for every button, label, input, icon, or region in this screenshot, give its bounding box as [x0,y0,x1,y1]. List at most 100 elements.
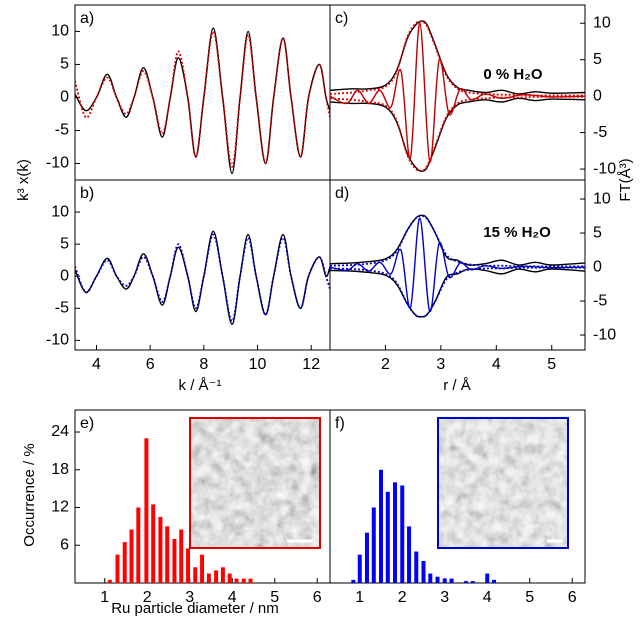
bar [227,573,232,583]
bar [435,576,440,583]
data-line [330,97,585,172]
bar [393,482,398,583]
y-tick-label: 0 [593,87,602,104]
bar [371,507,376,583]
bar [179,529,184,583]
y-tick-label: 6 [60,536,69,553]
bar [241,578,246,583]
y-tick-label: -10 [46,155,69,172]
bar [122,542,127,583]
bar [107,579,112,583]
bar [385,491,390,583]
inset-border [189,417,321,549]
x-tick-label: 5 [270,589,279,606]
x-tick-label: 4 [483,589,492,606]
annotation: 15 % H₂O [483,224,551,241]
bar [351,579,356,583]
y-tick-label: -10 [593,326,616,343]
y-axis-label: FT(Å³) [617,158,634,201]
panel-label: c) [335,10,348,27]
data-line [330,214,585,266]
plot-frame [74,4,331,181]
bar [158,516,163,583]
x-tick-label: 2 [381,356,390,373]
x-axis-label: k / Å⁻¹ [179,377,222,394]
data-line [330,20,585,97]
x-tick-label: 1 [355,589,364,606]
panel-label: a) [80,10,94,27]
bar [407,526,412,583]
plot-frame [329,409,586,584]
x-tick-label: 3 [440,589,449,606]
y-tick-label: 24 [51,423,69,440]
y-tick-label: -5 [55,122,69,139]
y-tick-label: 5 [60,56,69,73]
data-line [75,27,330,175]
x-tick-label: 2 [398,589,407,606]
bar [144,438,149,583]
y-tick-label: 0 [593,258,602,275]
bar [414,551,419,583]
bar [379,469,383,583]
bar [400,485,405,583]
bar [115,554,120,583]
bar [206,573,211,583]
bar [172,538,177,583]
tem-image [190,418,320,548]
x-tick-label: 4 [228,589,237,606]
x-axis-label: Ru particle diameter / nm [111,600,279,617]
bar [200,554,205,583]
bar [151,504,156,583]
y-tick-label: 0 [60,89,69,106]
bar [248,578,253,583]
data-line [330,217,585,312]
bar [442,578,447,583]
data-line [330,268,585,318]
bar [485,573,490,583]
y-tick-label: 5 [593,51,602,68]
x-tick-label: 10 [249,356,267,373]
bar [428,573,433,583]
y-tick-label: 0 [60,267,69,284]
y-tick-label: 5 [60,235,69,252]
bar [449,578,454,583]
data-line [75,30,330,168]
bar [186,548,191,583]
x-tick-label: 4 [492,356,501,373]
y-axis-label: Occurrence / % [21,443,38,546]
x-tick-label: 5 [547,356,556,373]
plot-frame [74,179,331,351]
y-tick-label: 18 [51,461,69,478]
bar [165,526,170,583]
data-line [330,215,585,268]
x-tick-label: 3 [436,356,445,373]
data-line [330,266,585,318]
x-tick-label: 1 [100,589,109,606]
bar [357,554,362,583]
x-tick-label: 4 [92,356,101,373]
panel-label: b) [80,185,94,202]
x-tick-label: 5 [525,589,534,606]
y-tick-label: 5 [593,224,602,241]
y-tick-label: 12 [51,499,69,516]
y-tick-label: 10 [593,14,611,31]
x-tick-label: 8 [199,356,208,373]
bar [214,570,219,583]
y-tick-label: -10 [46,332,69,349]
bar [220,567,225,583]
y-axis-label: k³ x(k) [15,159,32,201]
tem-inset-blue [437,417,569,549]
x-tick-label: 6 [313,589,322,606]
y-tick-label: -5 [55,300,69,317]
bar [193,567,198,583]
x-tick-label: 6 [146,356,155,373]
x-tick-label: 2 [143,589,152,606]
x-tick-label: 6 [568,589,577,606]
y-tick-label: -5 [593,124,607,141]
inset-border [437,417,569,549]
x-axis-label: r / Å [443,377,471,394]
bar [136,507,141,583]
bar [129,529,134,583]
bar [492,579,497,583]
y-tick-label: -10 [593,160,616,177]
